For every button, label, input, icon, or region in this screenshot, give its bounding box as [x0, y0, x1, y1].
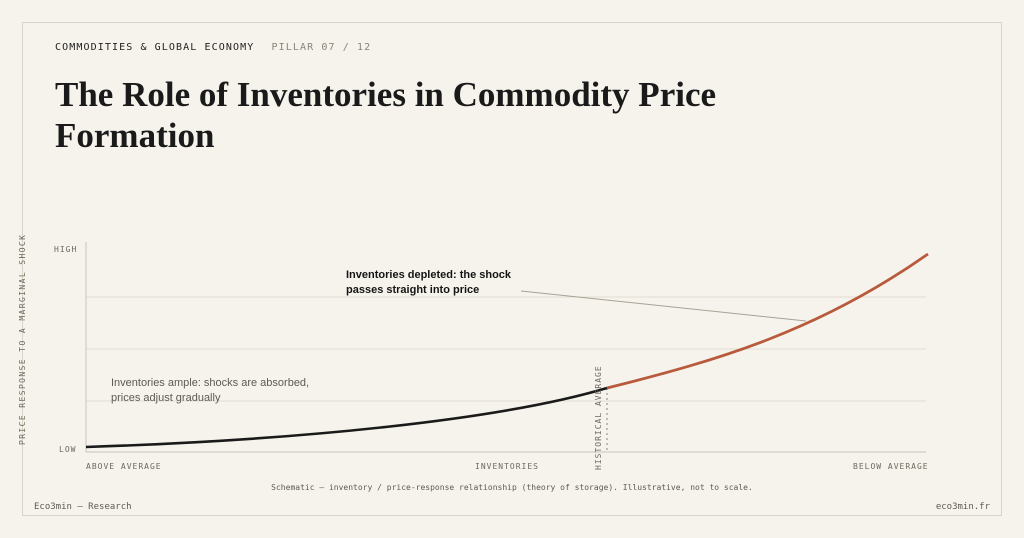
eyebrow: COMMODITIES & GLOBAL ECONOMY PILLAR 07 /…: [55, 42, 371, 53]
page-title: The Role of Inventories in Commodity Pri…: [55, 75, 717, 155]
x-tick-above-average: ABOVE AVERAGE: [86, 462, 162, 471]
x-tick-below-average: BELOW AVERAGE: [853, 462, 929, 471]
depleted-annotation-line: passes straight into price: [346, 284, 480, 296]
x-tick-inventories: INVENTORIES: [475, 462, 539, 471]
diagram-caption: Schematic — inventory / price-response r…: [271, 483, 753, 492]
ample-annotation-line: prices adjust gradually: [111, 392, 221, 404]
card-frame: [22, 22, 1002, 516]
category-label: COMMODITIES & GLOBAL ECONOMY: [55, 42, 255, 53]
depleted-inventory-curve: [606, 252, 929, 390]
ample-inventory-curve: [85, 386, 608, 449]
y-tick-low: LOW: [59, 445, 77, 454]
ample-annotation: Inventories ample: shocks are absorbed, …: [111, 376, 309, 406]
historical-average-label: HISTORICAL AVERAGE: [594, 365, 603, 470]
footer-brand: Eco3min — Research: [34, 502, 132, 512]
y-axis-label: PRICE RESPONSE TO A MARGINAL SHOCK: [18, 233, 27, 445]
y-tick-high: HIGH: [54, 245, 78, 254]
depleted-annotation: Inventories depleted: the shock passes s…: [346, 268, 511, 298]
pillar-label: PILLAR 07 / 12: [271, 42, 372, 53]
footer-url[interactable]: eco3min.fr: [935, 502, 990, 512]
ample-annotation-line: Inventories ample: shocks are absorbed,: [111, 377, 310, 389]
depleted-annotation-line: Inventories depleted: the shock: [346, 269, 512, 281]
annotation-leader-line: [520, 290, 807, 322]
